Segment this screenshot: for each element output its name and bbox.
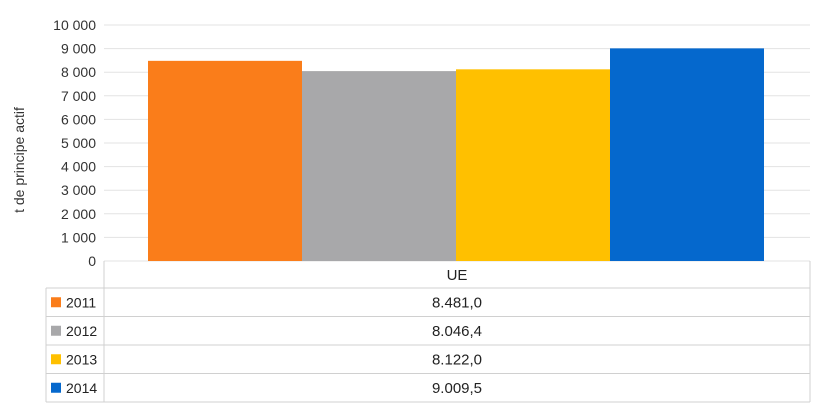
data-value-label: 8.046,4 [432, 323, 482, 340]
data-value-label: 8.122,0 [432, 351, 482, 368]
y-tick-label: 9 000 [61, 41, 96, 57]
legend-swatch-2011 [51, 297, 61, 308]
legend-label: 2011 [66, 294, 96, 310]
y-tick-label: 0 [88, 253, 96, 269]
legend-swatch-2012 [51, 325, 61, 336]
y-tick-label: 3 000 [61, 182, 96, 198]
category-label: UE [447, 267, 468, 284]
bar-2014 [610, 48, 764, 262]
y-tick-label: 5 000 [61, 135, 96, 151]
y-tick-label: 4 000 [61, 159, 96, 175]
y-tick-label: 7 000 [61, 88, 96, 104]
bar-2012 [302, 71, 456, 262]
bar-2013 [456, 69, 610, 261]
y-tick-label: 1 000 [61, 229, 96, 245]
legend-label: 2013 [66, 351, 97, 367]
legend-swatch-2014 [51, 382, 61, 393]
bar-2011 [148, 60, 302, 261]
y-tick-label: 8 000 [61, 64, 96, 80]
y-axis-label: t de principe actif [11, 107, 27, 213]
data-value-label: 8.481,0 [432, 294, 482, 311]
legend-label: 2014 [66, 380, 97, 396]
bars [148, 48, 764, 262]
data-table: UE 2011 8.481,0 2012 8.046,4 2013 8.122,0 2014 9… [45, 261, 811, 403]
legend-label: 2012 [66, 323, 97, 339]
y-axis-ticks: 0 1 000 2 000 3 000 4 000 5 000 6 000 7 000 8 00… [53, 17, 96, 269]
y-tick-label: 6 000 [61, 111, 96, 127]
data-value-label: 9.009,5 [432, 380, 482, 397]
legend-swatch-2013 [51, 354, 61, 365]
y-tick-label: 10 000 [53, 17, 96, 33]
y-tick-label: 2 000 [61, 206, 96, 222]
